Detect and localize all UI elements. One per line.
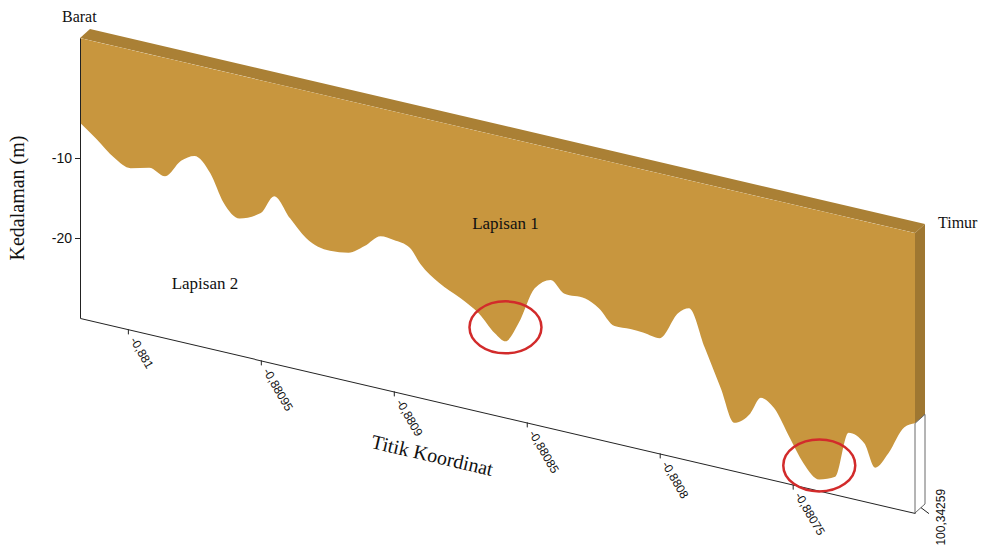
layer-label: Lapisan 2 <box>172 274 239 293</box>
z-tick-mark <box>921 508 929 514</box>
layer-1-area <box>80 38 915 479</box>
x-tick-label: -0,8808 <box>659 459 692 502</box>
x-tick: -0,881 <box>127 329 156 374</box>
x-tick-label: -0,88075 <box>792 490 828 538</box>
chart-container: -20 -10 -0,881 -0,88095 -0,8809 -0,88085 -0,88… <box>0 0 993 552</box>
highlight-circle <box>469 301 541 353</box>
highlight-circle <box>783 439 855 491</box>
z-axis: 100,34259 <box>921 489 948 546</box>
layer-label: Lapisan 1 <box>472 214 539 233</box>
x-tick: -0,88075 <box>792 484 828 541</box>
x-tick: -0,8809 <box>393 391 426 442</box>
x-tick-label: -0,88085 <box>526 428 562 476</box>
x-tick-label: -0,88095 <box>260 366 296 414</box>
chart-svg: -20 -10 -0,881 -0,88095 -0,8809 -0,88085 -0,88… <box>0 0 993 552</box>
y-tick-label: -10 <box>52 150 72 166</box>
right-face-lower <box>915 414 925 513</box>
east-label: Timur <box>938 214 978 231</box>
x-tick-mark <box>128 329 129 334</box>
x-tick-mark <box>527 422 528 427</box>
x-tick-mark <box>261 360 262 365</box>
west-label: Barat <box>62 8 97 25</box>
x-tick: -0,8808 <box>659 453 692 504</box>
x-tick-label: -0,881 <box>127 335 156 372</box>
x-axis-line <box>81 319 916 514</box>
right-face-upper <box>915 224 925 423</box>
y-axis: -20 -10 <box>52 39 81 319</box>
y-axis-line <box>80 39 81 319</box>
x-tick: -0,88095 <box>260 360 296 417</box>
z-tick-label: 100,34259 <box>934 489 948 546</box>
y-tick: -20 <box>52 230 80 246</box>
y-tick-label: -20 <box>52 230 72 246</box>
y-axis-title: Kedalaman (m) <box>6 136 29 261</box>
x-tick-mark <box>394 391 395 396</box>
y-tick: -10 <box>52 150 80 166</box>
highlights <box>469 301 855 491</box>
block-faces <box>80 29 925 513</box>
labels: Lapisan 1 Lapisan 2 Barat Timur Kedalaman (m… <box>6 8 978 480</box>
x-tick-mark <box>793 485 794 490</box>
x-axis-title: Titik Koordinat <box>369 430 495 480</box>
y-tick-mark <box>75 158 80 159</box>
plot-area <box>80 38 915 479</box>
x-tick-label: -0,8809 <box>393 397 426 440</box>
x-tick-mark <box>660 453 661 458</box>
y-tick-mark <box>75 238 80 239</box>
x-tick: -0,88085 <box>526 422 562 479</box>
